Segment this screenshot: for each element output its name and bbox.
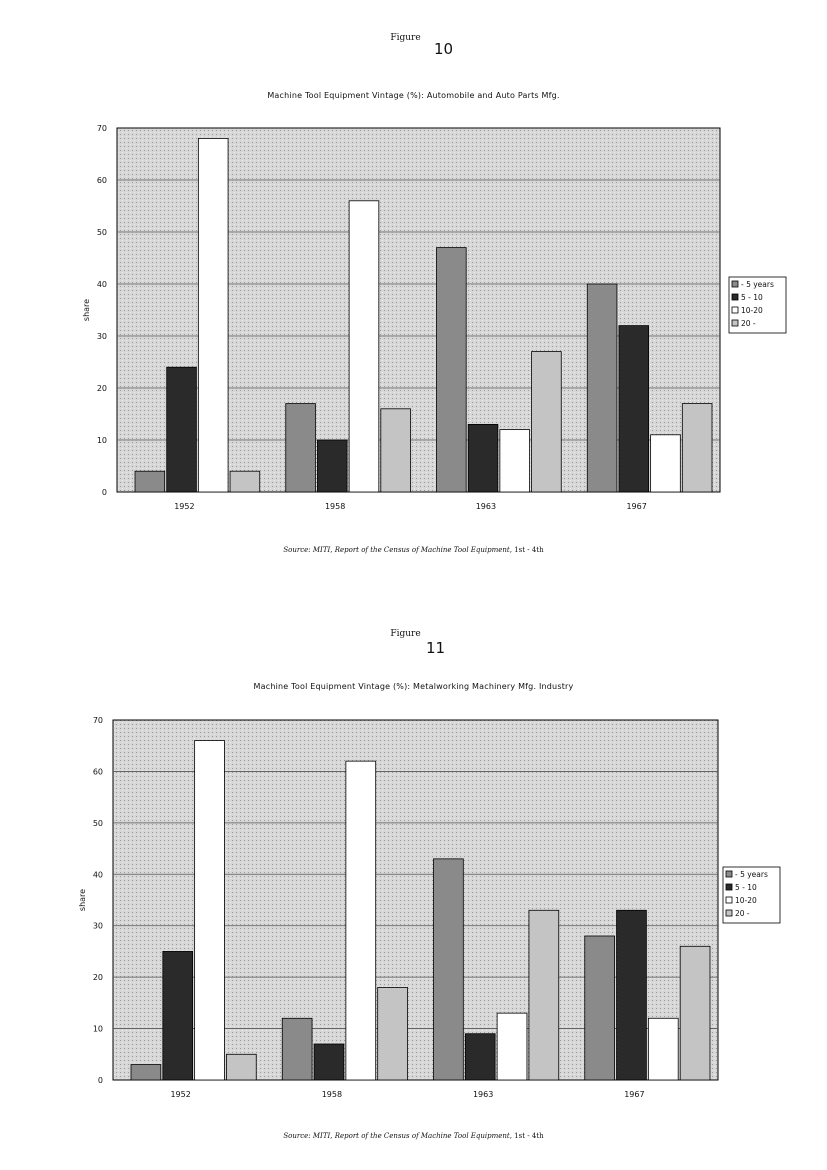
bar xyxy=(285,403,316,493)
y-tick-label: 70 xyxy=(97,124,107,133)
x-tick-label: 1952 xyxy=(174,502,194,511)
legend-label: 5 - 10 xyxy=(735,883,757,892)
legend-label: 20 - xyxy=(735,909,750,918)
bar xyxy=(584,935,615,1081)
y-axis-label: share xyxy=(82,299,91,321)
y-tick-label: 10 xyxy=(97,436,107,445)
x-tick-label: 1967 xyxy=(624,1090,644,1099)
bar xyxy=(647,1017,679,1081)
bar xyxy=(166,366,197,493)
y-tick-label: 50 xyxy=(97,228,107,237)
figure-2-number: 11 xyxy=(426,639,446,657)
legend-swatch xyxy=(725,883,733,891)
y-tick-label: 30 xyxy=(97,332,107,341)
figure-1-chart: 0 10 20 30 40 50 60 70 share 1952 1958 1963 1967 - 5 … xyxy=(82,124,787,511)
bar xyxy=(531,351,562,493)
figure-2-source-title: Report of the Census of Machine Tool Equ… xyxy=(334,1132,512,1140)
legend-swatch xyxy=(725,909,733,917)
legend-swatch xyxy=(725,896,733,904)
y-tick-label: 10 xyxy=(93,1025,103,1034)
legend-label: - 5 years xyxy=(741,280,774,289)
legend-label: 10-20 xyxy=(735,896,757,905)
bar xyxy=(528,909,560,1081)
legend-label: 5 - 10 xyxy=(741,293,763,302)
bar xyxy=(467,423,499,493)
figure-2-chart: 0 10 20 30 40 50 60 70 share 1952 1958 1963 1967 - 5 … xyxy=(78,716,781,1099)
bar xyxy=(681,403,713,493)
y-tick-label: 40 xyxy=(93,870,103,879)
figure-1-title: Machine Tool Equipment Vintage (%): Auto… xyxy=(267,91,560,100)
bar xyxy=(586,283,618,493)
legend-swatch xyxy=(731,280,739,288)
legend-swatch xyxy=(731,293,739,301)
bar xyxy=(679,945,711,1081)
bar xyxy=(650,434,681,493)
bar xyxy=(380,408,411,493)
legend-label: 10-20 xyxy=(741,306,763,315)
bar xyxy=(618,325,650,493)
bar xyxy=(433,858,464,1081)
bar xyxy=(162,951,194,1081)
bar xyxy=(317,439,348,493)
figure-1-source-prefix: Source: MITI, xyxy=(283,546,333,554)
figure-1-source-title: Report of the Census of Machine Tool Equ… xyxy=(334,546,512,554)
figure-1-source-suffix: 1st - 4th xyxy=(514,546,544,554)
x-tick-label: 1963 xyxy=(473,1090,493,1099)
y-tick-label: 30 xyxy=(93,922,103,931)
bar xyxy=(226,1053,257,1081)
bar xyxy=(464,1033,496,1081)
figure-2-label-text: Figure xyxy=(390,629,421,639)
figure-2-source: Source: MITI, Report of the Census of Ma… xyxy=(0,1132,827,1140)
y-tick-label: 20 xyxy=(93,973,103,982)
x-tick-label: 1958 xyxy=(325,502,345,511)
bar xyxy=(377,987,408,1081)
bar xyxy=(130,1064,162,1081)
legend-box xyxy=(722,866,781,924)
figure-1-label-text: Figure xyxy=(390,33,421,43)
bar xyxy=(436,247,467,493)
bar xyxy=(496,1012,528,1081)
y-tick-label: 0 xyxy=(98,1076,103,1085)
bar xyxy=(345,760,377,1081)
x-tick-label: 1952 xyxy=(170,1090,190,1099)
y-tick-label: 40 xyxy=(97,280,107,289)
legend-box xyxy=(728,276,787,334)
bar xyxy=(197,137,229,493)
bar xyxy=(499,429,530,493)
figure-1-source: Source: MITI, Report of the Census of Ma… xyxy=(0,546,827,554)
figure-2-source-suffix: 1st - 4th xyxy=(514,1132,544,1140)
bar xyxy=(348,200,380,493)
figure-1-number: 10 xyxy=(434,40,454,58)
bar xyxy=(194,740,225,1081)
y-tick-label: 0 xyxy=(102,488,107,497)
figure-2-title: Machine Tool Equipment Vintage (%): Meta… xyxy=(253,682,574,691)
bar xyxy=(229,470,261,493)
legend-swatch xyxy=(731,306,739,314)
figure-2-source-prefix: Source: MITI, xyxy=(283,1132,333,1140)
x-tick-label: 1963 xyxy=(476,502,496,511)
y-tick-label: 70 xyxy=(93,716,103,725)
bar xyxy=(313,1043,345,1081)
legend-label: 20 - xyxy=(741,319,756,328)
x-tick-label: 1967 xyxy=(626,502,646,511)
figure-2-label: Figure xyxy=(0,629,819,639)
legend-swatch xyxy=(731,319,739,327)
x-tick-label: 1958 xyxy=(322,1090,342,1099)
y-tick-label: 60 xyxy=(93,767,103,776)
y-tick-label: 50 xyxy=(93,819,103,828)
figure-1-label: Figure xyxy=(0,33,819,43)
legend-swatch xyxy=(725,870,733,878)
bar xyxy=(616,909,647,1081)
bar xyxy=(281,1017,313,1081)
y-tick-label: 60 xyxy=(97,176,107,185)
y-tick-label: 20 xyxy=(97,384,107,393)
bar xyxy=(134,470,166,493)
legend-label: - 5 years xyxy=(735,870,768,879)
y-axis-label: share xyxy=(78,889,87,911)
